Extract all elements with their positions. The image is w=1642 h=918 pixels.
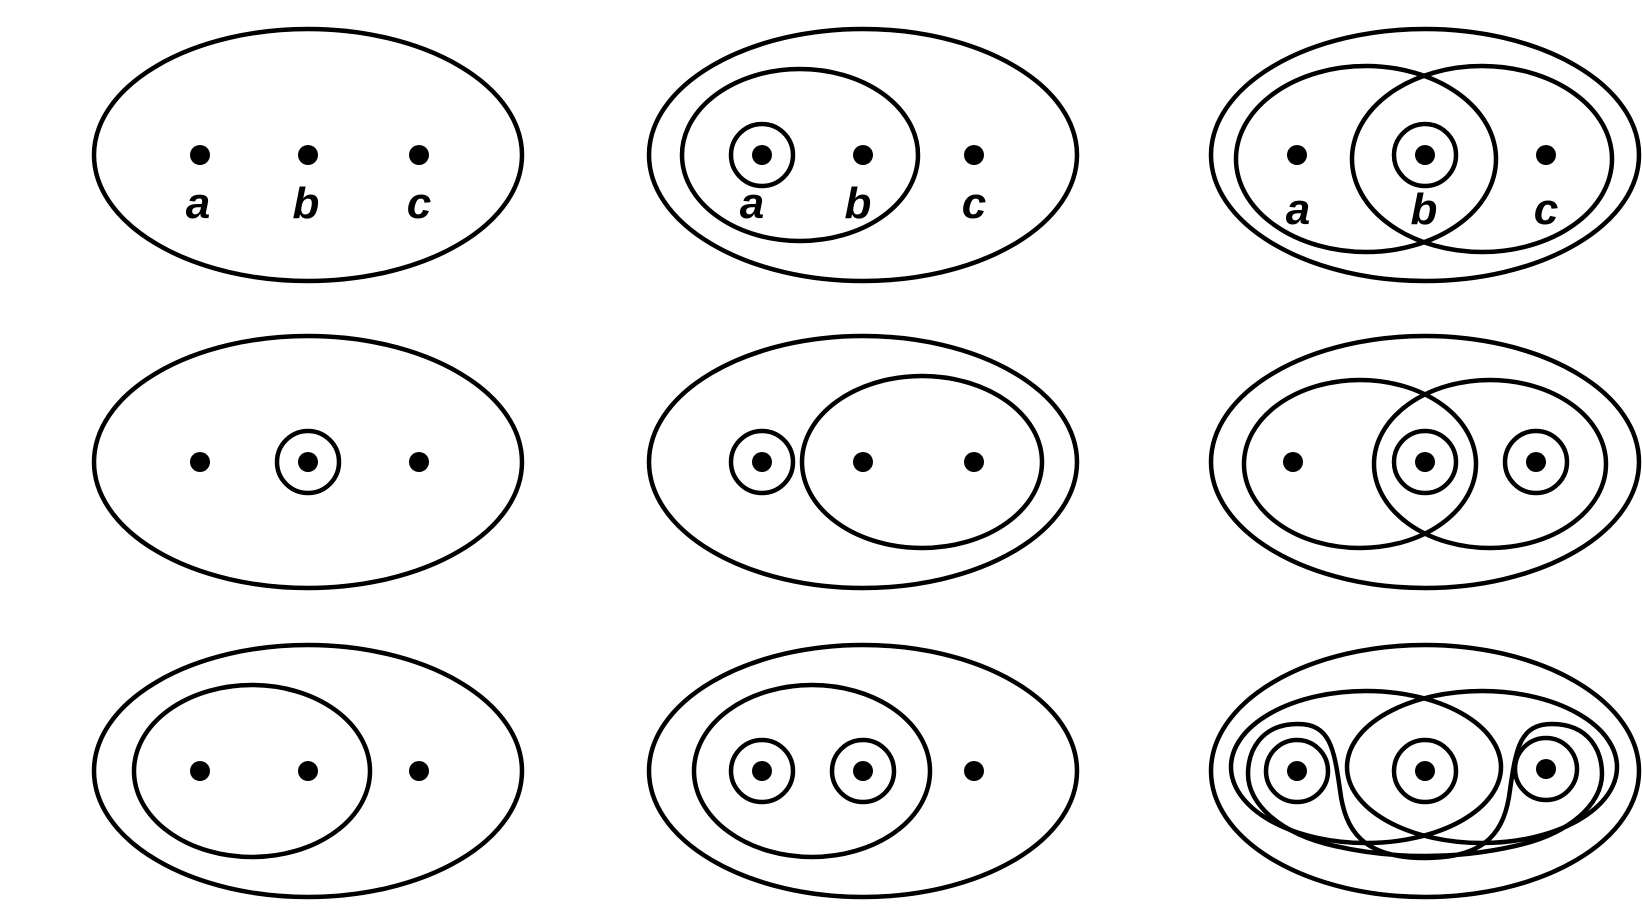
point-a <box>190 452 210 472</box>
panel-3-2 <box>649 645 1077 897</box>
panel-2-3 <box>1211 336 1639 588</box>
point-c <box>964 452 984 472</box>
point-c <box>964 761 984 781</box>
point-a <box>1283 452 1303 472</box>
panel-1-2: a b c <box>649 29 1077 281</box>
point-b <box>853 452 873 472</box>
label-c: c <box>962 179 986 228</box>
inner-ellipse-ab <box>134 685 370 857</box>
point-c <box>1536 759 1556 779</box>
point-b <box>298 452 318 472</box>
point-b <box>1415 452 1435 472</box>
point-a <box>190 145 210 165</box>
inner-ellipse-ab <box>682 69 918 241</box>
point-c <box>1536 145 1556 165</box>
point-c <box>964 145 984 165</box>
point-a <box>1287 761 1307 781</box>
point-a <box>752 761 772 781</box>
label-b: b <box>845 179 872 228</box>
point-b <box>298 761 318 781</box>
right-ellipse-bc <box>1352 66 1612 252</box>
point-a <box>1287 145 1307 165</box>
point-b <box>853 145 873 165</box>
point-a <box>752 145 772 165</box>
inner-ellipse-bc <box>802 376 1042 548</box>
point-a <box>190 761 210 781</box>
panel-2-2 <box>649 336 1077 588</box>
left-ellipse-ab <box>1244 380 1476 548</box>
panel-3-3 <box>1211 645 1639 897</box>
panel-1-1: a b c <box>94 29 522 281</box>
point-b <box>1415 145 1435 165</box>
point-b <box>298 145 318 165</box>
label-b: b <box>293 179 320 228</box>
label-a: a <box>186 179 210 228</box>
right-ellipse-bc <box>1374 380 1606 548</box>
label-b: b <box>1411 185 1438 234</box>
panel-3-1 <box>94 645 522 897</box>
point-c <box>409 761 429 781</box>
point-c <box>409 145 429 165</box>
point-c <box>409 452 429 472</box>
point-a <box>752 452 772 472</box>
panel-2-1 <box>94 336 522 588</box>
point-b <box>1415 761 1435 781</box>
point-c <box>1526 452 1546 472</box>
point-b <box>853 761 873 781</box>
label-a: a <box>740 179 764 228</box>
label-a: a <box>1286 185 1310 234</box>
label-c: c <box>1534 185 1558 234</box>
panel-1-3: a b c <box>1211 29 1639 281</box>
label-c: c <box>407 179 431 228</box>
